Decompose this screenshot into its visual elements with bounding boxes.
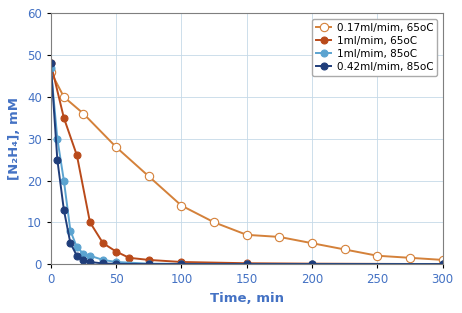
- 0.42ml/mim, 85oC: [146, 262, 152, 266]
- 1ml/mim, 65oC: [113, 250, 119, 254]
- 0.42ml/mim, 85oC: [87, 260, 93, 264]
- 0.42ml/mim, 85oC: [113, 262, 119, 266]
- 0.17ml/mim, 65oC: [146, 174, 152, 178]
- 1ml/mim, 85oC: [244, 262, 249, 266]
- 1ml/mim, 65oC: [87, 220, 93, 224]
- 0.17ml/mim, 65oC: [113, 145, 119, 149]
- 1ml/mim, 65oC: [127, 256, 132, 260]
- 0.42ml/mim, 85oC: [55, 158, 60, 162]
- Legend: 0.17ml/mim, 65oC, 1ml/mim, 65oC, 1ml/mim, 85oC, 0.42ml/mim, 85oC: 0.17ml/mim, 65oC, 1ml/mim, 65oC, 1ml/mim…: [311, 18, 438, 76]
- 0.17ml/mim, 65oC: [81, 112, 86, 115]
- 0.42ml/mim, 85oC: [244, 262, 249, 266]
- Line: 1ml/mim, 85oC: 1ml/mim, 85oC: [47, 64, 446, 268]
- 0.42ml/mim, 85oC: [100, 262, 106, 265]
- 0.42ml/mim, 85oC: [67, 241, 73, 245]
- 1ml/mim, 85oC: [55, 137, 60, 141]
- Y-axis label: [N₂H₄], mM: [N₂H₄], mM: [8, 97, 21, 180]
- 0.17ml/mim, 65oC: [179, 204, 184, 208]
- 0.17ml/mim, 65oC: [244, 233, 249, 237]
- 1ml/mim, 65oC: [309, 262, 315, 265]
- Line: 0.17ml/mim, 65oC: 0.17ml/mim, 65oC: [47, 68, 447, 264]
- Line: 1ml/mim, 65oC: 1ml/mim, 65oC: [47, 60, 446, 268]
- 1ml/mim, 85oC: [100, 258, 106, 262]
- 0.17ml/mim, 65oC: [440, 258, 445, 262]
- 0.17ml/mim, 65oC: [309, 241, 315, 245]
- 1ml/mim, 65oC: [146, 258, 152, 262]
- 1ml/mim, 85oC: [48, 66, 54, 69]
- 1ml/mim, 65oC: [244, 261, 249, 265]
- 1ml/mim, 85oC: [74, 245, 79, 249]
- 1ml/mim, 65oC: [440, 262, 445, 266]
- 1ml/mim, 85oC: [440, 262, 445, 266]
- X-axis label: Time, min: Time, min: [210, 292, 284, 305]
- 0.17ml/mim, 65oC: [407, 256, 413, 260]
- 1ml/mim, 65oC: [74, 154, 79, 157]
- 0.42ml/mim, 85oC: [440, 262, 445, 266]
- 0.17ml/mim, 65oC: [342, 248, 347, 251]
- 0.42ml/mim, 85oC: [179, 262, 184, 266]
- 0.42ml/mim, 85oC: [61, 208, 67, 212]
- 1ml/mim, 85oC: [81, 252, 86, 255]
- 1ml/mim, 65oC: [100, 241, 106, 245]
- 1ml/mim, 65oC: [179, 260, 184, 264]
- 1ml/mim, 85oC: [87, 254, 93, 258]
- 1ml/mim, 85oC: [61, 179, 67, 182]
- Line: 0.42ml/mim, 85oC: 0.42ml/mim, 85oC: [47, 60, 446, 268]
- 1ml/mim, 85oC: [179, 262, 184, 266]
- 1ml/mim, 65oC: [48, 62, 54, 65]
- 1ml/mim, 85oC: [113, 260, 119, 264]
- 0.17ml/mim, 65oC: [61, 95, 67, 99]
- 0.42ml/mim, 85oC: [81, 258, 86, 262]
- 0.17ml/mim, 65oC: [375, 254, 380, 258]
- 0.17ml/mim, 65oC: [211, 220, 217, 224]
- 1ml/mim, 85oC: [146, 262, 152, 265]
- 0.42ml/mim, 85oC: [309, 262, 315, 266]
- 0.17ml/mim, 65oC: [48, 70, 54, 74]
- 0.17ml/mim, 65oC: [277, 235, 282, 239]
- 0.42ml/mim, 85oC: [74, 254, 79, 258]
- 1ml/mim, 85oC: [67, 229, 73, 233]
- 1ml/mim, 65oC: [61, 116, 67, 120]
- 1ml/mim, 85oC: [309, 262, 315, 266]
- 0.42ml/mim, 85oC: [48, 62, 54, 65]
